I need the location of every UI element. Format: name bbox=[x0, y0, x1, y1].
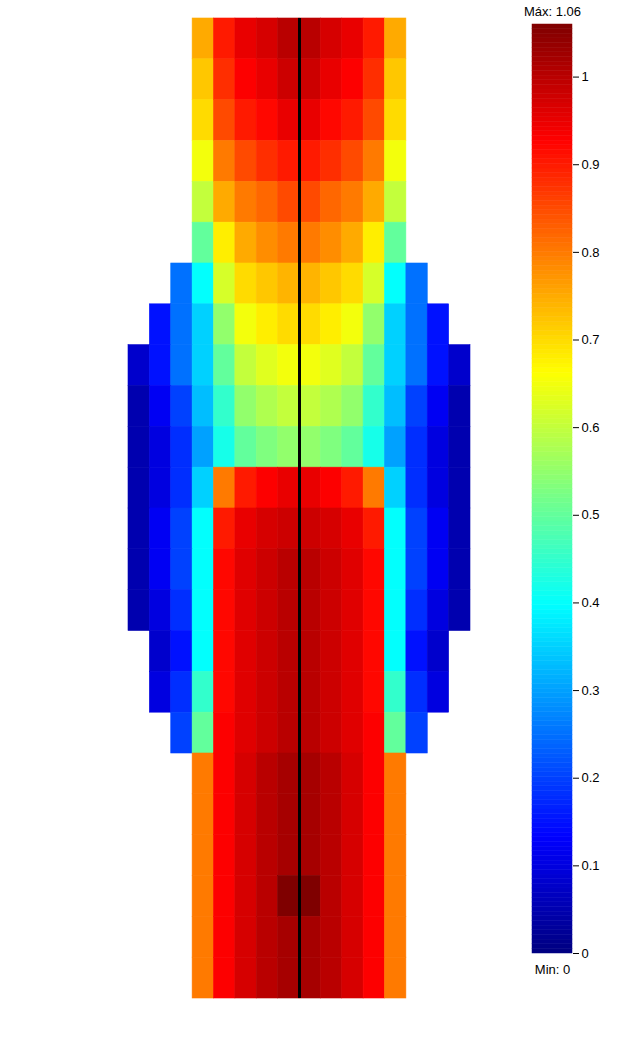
svg-text:Min: 0: Min: 0 bbox=[535, 962, 570, 977]
svg-text:0.4: 0.4 bbox=[582, 595, 600, 610]
svg-text:0.2: 0.2 bbox=[582, 770, 600, 785]
svg-text:0.6: 0.6 bbox=[582, 420, 600, 435]
svg-text:0: 0 bbox=[582, 946, 589, 961]
svg-text:0.8: 0.8 bbox=[582, 245, 600, 260]
svg-text:0.9: 0.9 bbox=[582, 157, 600, 172]
svg-text:0.5: 0.5 bbox=[582, 507, 600, 522]
svg-text:1: 1 bbox=[582, 69, 589, 84]
svg-text:0.1: 0.1 bbox=[582, 858, 600, 873]
svg-text:0.3: 0.3 bbox=[582, 683, 600, 698]
svg-text:Máx: 1.06: Máx: 1.06 bbox=[524, 4, 581, 19]
svg-text:0.7: 0.7 bbox=[582, 332, 600, 347]
